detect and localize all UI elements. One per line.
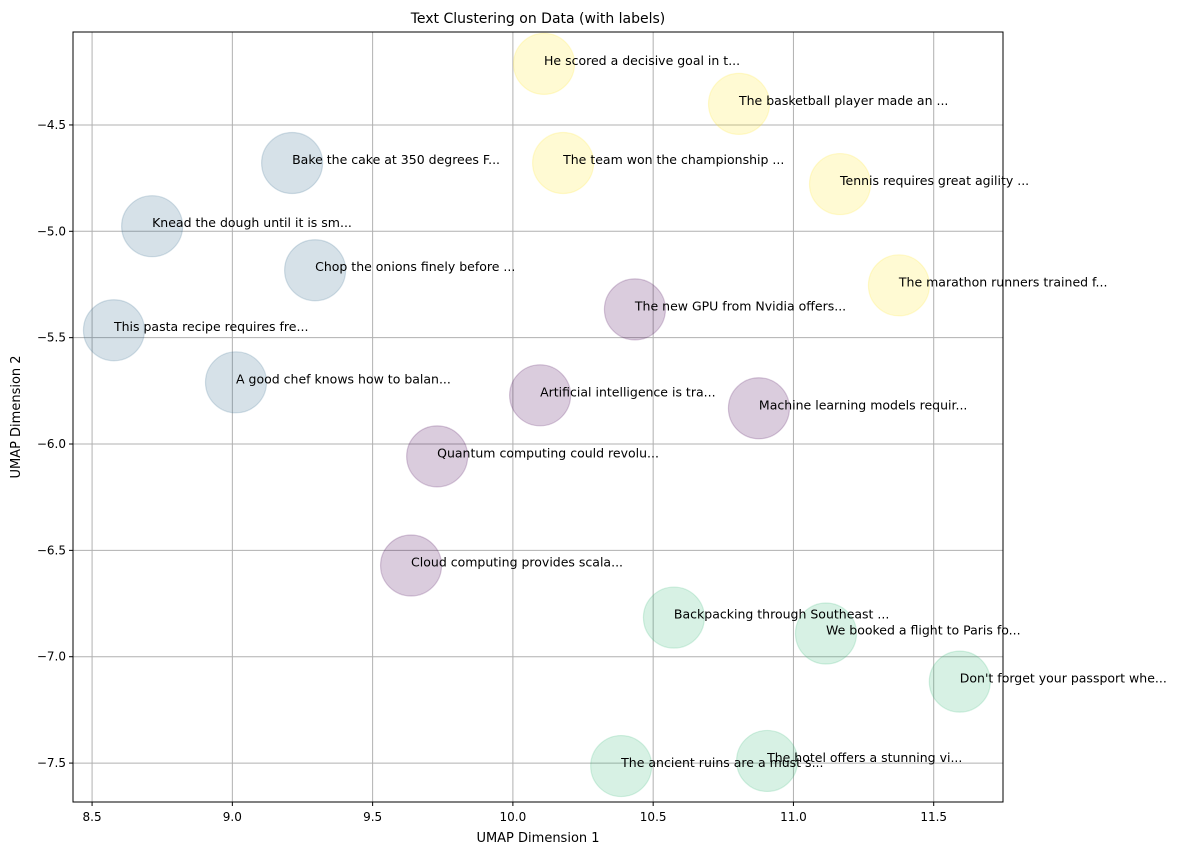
- data-point: [727, 377, 791, 440]
- data-point: [532, 131, 595, 195]
- data-point-label: Tennis requires great agility ...: [839, 173, 1029, 188]
- y-tick-label: −7.5: [37, 756, 66, 770]
- y-tick-label: −6.0: [37, 437, 66, 451]
- data-point: [603, 278, 667, 341]
- data-point-label: Knead the dough until it is sm...: [152, 215, 352, 230]
- data-point-label: The basketball player made an ...: [738, 93, 948, 108]
- data-point-label: Backpacking through Southeast ...: [674, 607, 889, 622]
- data-point-label: Artificial intelligence is tra...: [540, 384, 715, 399]
- x-tick-label: 10.5: [640, 810, 667, 824]
- data-point: [379, 534, 443, 597]
- data-point: [121, 195, 184, 258]
- data-point: [406, 425, 469, 488]
- data-point-label: He scored a decisive goal in t...: [544, 53, 740, 68]
- data-point: [509, 364, 572, 427]
- data-point: [284, 239, 347, 302]
- data-point: [82, 299, 146, 362]
- data-point: [808, 152, 872, 216]
- data-point: [590, 734, 653, 798]
- x-axis-label: UMAP Dimension 1: [476, 831, 599, 846]
- chart-title: Text Clustering on Data (with labels): [410, 11, 666, 27]
- point-labels: He scored a decisive goal in t... The bas…: [113, 53, 1167, 770]
- data-point: [735, 729, 799, 793]
- x-tick-label: 11.0: [780, 810, 807, 824]
- x-tick-label: 11.5: [920, 810, 947, 824]
- data-point-label: Cloud computing provides scala...: [411, 554, 623, 569]
- points: [82, 32, 991, 798]
- data-point: [512, 32, 576, 96]
- data-point-label: Machine learning models requir...: [759, 397, 967, 412]
- plot-frame: [72, 31, 1004, 803]
- data-point: [204, 351, 268, 414]
- data-point-label: A good chef knows how to balan...: [236, 371, 451, 386]
- data-point-label: Quantum computing could revolu...: [437, 445, 659, 460]
- data-point-label: Bake the cake at 350 degrees F...: [292, 152, 500, 167]
- data-point-label: The new GPU from Nvidia offers...: [634, 298, 846, 313]
- x-tick-label: 9.5: [363, 810, 382, 824]
- y-axis-label: UMAP Dimension 2: [9, 355, 24, 478]
- data-point: [261, 131, 324, 195]
- data-point: [642, 586, 706, 649]
- x-tick-label: 9.0: [223, 810, 242, 824]
- data-point-label: This pasta recipe requires fre...: [113, 319, 308, 334]
- grid: [73, 32, 1003, 802]
- data-point: [928, 650, 991, 713]
- y-tick-label: −5.5: [37, 331, 66, 345]
- y-tick-label: −6.5: [37, 543, 66, 557]
- y-tick-label: −5.0: [37, 224, 66, 238]
- data-point: [794, 602, 858, 665]
- ticks: 8.5 9.0 9.5 10.0 10.5 11.0 11.5 −4.5 −5.0 −5.5 −6.…: [37, 118, 947, 824]
- data-point: [707, 72, 771, 135]
- data-point-label: The ancient ruins are a must s...: [620, 755, 823, 770]
- x-tick-label: 8.5: [83, 810, 102, 824]
- data-point-label: We booked a flight to Paris fo...: [826, 623, 1021, 638]
- data-point-label: Don't forget your passport whe...: [960, 671, 1167, 686]
- x-tick-label: 10.0: [500, 810, 527, 824]
- y-tick-label: −4.5: [37, 118, 66, 132]
- data-point-label: The hotel offers a stunning vi...: [766, 750, 962, 765]
- data-point-label: Chop the onions finely before ...: [315, 259, 515, 274]
- y-tick-label: −7.0: [37, 650, 66, 664]
- data-point: [867, 254, 931, 317]
- data-point-label: The team won the championship ...: [562, 152, 784, 167]
